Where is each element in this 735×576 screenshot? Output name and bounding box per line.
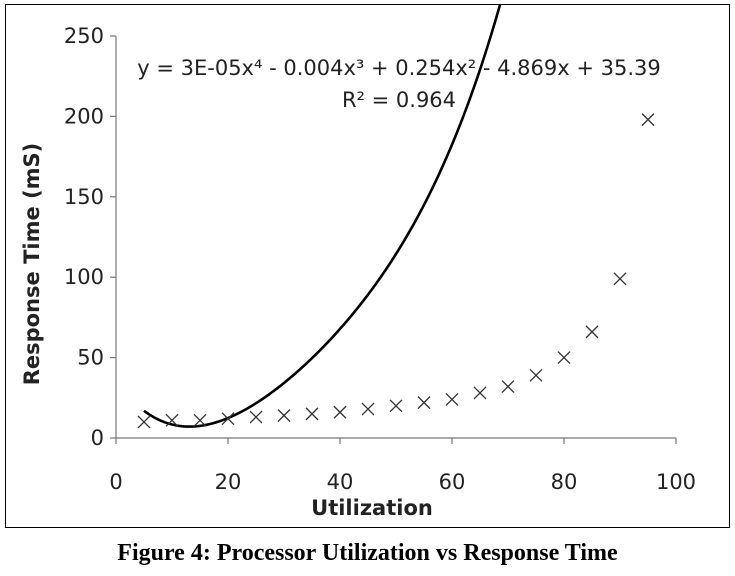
data-point [641, 113, 655, 127]
y-tick-label: 0 [91, 426, 104, 450]
chart-frame: 0 50 100 150 200 250 0 20 40 60 80 100 y = 3E-05x⁴ … [5, 4, 730, 528]
axes [110, 35, 677, 444]
figure-caption: Figure 4: Processor Utilization vs Respo… [117, 540, 618, 566]
y-tick-label: 150 [64, 185, 104, 209]
data-point [417, 396, 431, 410]
x-tick-label: 40 [327, 470, 354, 494]
data-point [277, 409, 291, 422]
x-tick-label: 20 [215, 470, 242, 494]
y-tick-label: 100 [64, 265, 104, 289]
x-tick-label: 0 [109, 470, 122, 494]
data-point [137, 415, 151, 429]
data-points [137, 113, 655, 429]
data-point [333, 405, 347, 419]
data-point [473, 386, 487, 400]
trendline-equation: y = 3E-05x⁴ - 0.004x³ + 0.254x² - 4.869x… [137, 56, 661, 80]
x-tick-label: 100 [656, 470, 696, 494]
data-point [361, 402, 375, 416]
data-point [501, 380, 515, 394]
data-point [165, 413, 179, 427]
chart-plot: 0 50 100 150 200 250 0 20 40 60 80 100 y = 3E-05x⁴ … [20, 5, 696, 520]
y-tick-label: 200 [64, 104, 104, 128]
x-axis-title: Utilization [311, 496, 433, 520]
y-tick-label: 50 [77, 346, 104, 370]
trendline-r-squared: R² = 0.964 [342, 88, 456, 112]
data-point [193, 413, 207, 427]
data-point [613, 272, 627, 286]
data-point [305, 407, 319, 421]
data-point [557, 351, 571, 365]
data-point [249, 410, 263, 424]
data-point [389, 399, 403, 413]
data-point [585, 325, 599, 339]
data-point [445, 392, 459, 406]
data-point [221, 412, 235, 426]
tick-labels: 0 50 100 150 200 250 0 20 40 60 80 100 [64, 24, 696, 494]
y-axis-title: Response Time (mS) [20, 143, 44, 386]
x-tick-label: 80 [551, 470, 578, 494]
y-tick-label: 250 [64, 24, 104, 48]
x-tick-label: 60 [439, 470, 466, 494]
data-point [529, 368, 543, 382]
